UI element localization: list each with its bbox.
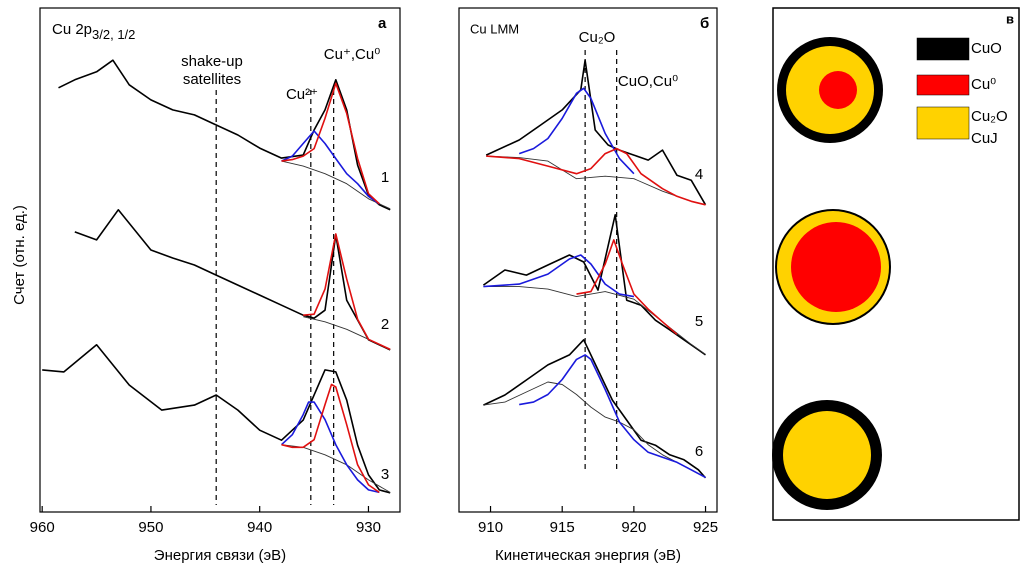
legend-swatch [916, 74, 970, 96]
y-axis-label: Счет (отн. ед.) [11, 205, 28, 305]
spectrum-line [281, 444, 391, 493]
annotation: shake-up [181, 53, 243, 70]
x-tick-label: 930 [356, 519, 381, 536]
annotation: Cu²⁺ [286, 86, 318, 103]
x-tick-label: 940 [247, 519, 272, 536]
annotation: 4 [695, 166, 703, 183]
particle-core [791, 222, 881, 312]
spectrum-line [281, 82, 380, 205]
spectrum-line [482, 214, 706, 356]
annotation: 5 [695, 313, 703, 330]
title-main: Cu 2p [52, 21, 92, 38]
annotation: satellites [183, 71, 241, 88]
panel-label: а [378, 15, 387, 32]
legend: CuO Cu⁰ Cu₂O CuJ [916, 37, 1008, 147]
x-axis-label: Кинетическая энергия (эВ) [495, 547, 681, 564]
legend-label: CuO [971, 40, 1002, 57]
annotation: 3 [381, 466, 389, 483]
spectrum-line [303, 233, 391, 351]
legend-label: Cu⁰ [971, 76, 996, 93]
panel-frame [458, 7, 718, 513]
spectrum-line [483, 381, 706, 478]
spectrum-line [485, 59, 707, 206]
annotation: 6 [695, 443, 703, 460]
spectrum-line [486, 147, 706, 206]
panel-frame [39, 7, 401, 513]
panel-label: б [700, 15, 709, 32]
legend-swatch [916, 37, 970, 61]
annotation: 1 [381, 169, 389, 186]
spectrum-line [576, 239, 678, 335]
particle-diagram [772, 37, 891, 510]
spectrum-line [281, 383, 380, 494]
x-tick-label: 915 [550, 519, 575, 536]
x-tick-label: 960 [30, 519, 55, 536]
x-tick-label: 910 [478, 519, 503, 536]
panel-frame [772, 7, 1020, 521]
panel-title: Cu 2p3/2, 1/2 [52, 21, 135, 42]
panel-label: в [1006, 11, 1014, 26]
legend-label: CuJ [971, 130, 998, 147]
spectrum-line [518, 87, 635, 175]
spectrum-line [280, 401, 380, 494]
particle-shell [783, 411, 871, 499]
x-tick-label: 925 [693, 519, 718, 536]
spectrum-line [483, 286, 706, 355]
panel-title: Cu LMM [470, 21, 519, 36]
legend-swatch [916, 106, 970, 140]
annotation: Cu₂O [579, 29, 616, 46]
particle-core [819, 71, 857, 109]
spectrum-line [74, 209, 391, 351]
x-axis-label: Энергия связи (эВ) [154, 547, 286, 564]
spectrum-line [483, 254, 635, 298]
annotation: CuO,Cu⁰ [618, 73, 678, 90]
spectrum-line [483, 339, 707, 479]
spectrum-line [281, 130, 380, 205]
x-tick-label: 950 [138, 519, 163, 536]
annotation: 2 [381, 316, 389, 333]
spectrum-line [281, 160, 391, 210]
title-sub: 3/2, 1/2 [92, 27, 135, 42]
legend-label: Cu₂O [971, 108, 1008, 125]
spectrum-line [519, 354, 706, 479]
x-tick-label: 920 [621, 519, 646, 536]
spectrum-line [42, 344, 391, 494]
annotation: Cu⁺,Cu⁰ [324, 46, 380, 63]
